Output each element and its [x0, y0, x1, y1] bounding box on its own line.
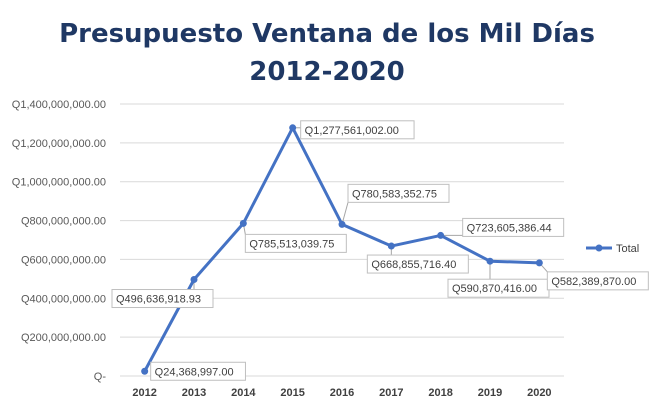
data-label-text: Q582,389,870.00 [551, 276, 636, 288]
data-label-text: Q496,636,918.93 [116, 294, 201, 306]
y-tick-label: Q200,000,000.00 [21, 332, 106, 344]
data-label-box [462, 217, 565, 237]
data-point-marker [239, 219, 247, 227]
data-label: Q785,513,039.75 [244, 233, 347, 253]
chart-title-line-1: Presupuesto Ventana de los Mil Días [59, 19, 595, 49]
x-tick-label: 2017 [379, 387, 403, 399]
series-total [141, 124, 543, 375]
data-label-text: Q723,605,386.44 [467, 222, 552, 234]
y-tick-label: Q1,400,000,000.00 [12, 99, 106, 111]
data-label-box [150, 361, 246, 381]
data-label-box [347, 183, 450, 203]
data-point-marker [535, 259, 543, 267]
data-label-box [300, 120, 415, 140]
data-label-text: Q785,513,039.75 [249, 238, 334, 250]
x-tick-label: 2020 [527, 387, 551, 399]
chart-title-line-2: 2012-2020 [249, 57, 405, 87]
data-point-marker [141, 367, 149, 375]
data-label-text: Q590,870,416.00 [452, 283, 537, 295]
x-tick-label: 2018 [428, 387, 452, 399]
x-tick-label: 2014 [231, 387, 256, 399]
data-point-marker [486, 257, 494, 265]
y-tick-label: Q600,000,000.00 [21, 254, 106, 266]
y-tick-label: Q400,000,000.00 [21, 293, 106, 305]
data-label-box [546, 271, 649, 291]
data-labels: Q24,368,997.00 Q496,636,918.93 Q785,513,03… [111, 120, 649, 381]
data-point-marker [289, 124, 297, 132]
data-label-box [244, 233, 347, 253]
legend: Total [586, 243, 639, 255]
x-tick-label: 2015 [280, 387, 304, 399]
x-tick-label: 2019 [478, 387, 502, 399]
data-label: Q1,277,561,002.00 [300, 120, 415, 140]
data-label: Q582,389,870.00 [546, 271, 649, 291]
data-label: Q590,870,416.00 [447, 278, 550, 298]
data-label: Q24,368,997.00 [150, 361, 246, 381]
y-tick-label: Q1,000,000,000.00 [12, 177, 106, 189]
legend-entry-total: Total [616, 243, 639, 255]
data-label-box [366, 254, 469, 274]
x-tick-label: 2012 [132, 387, 156, 399]
legend-swatch-marker [595, 244, 603, 252]
data-label-text: Q24,368,997.00 [155, 366, 234, 378]
data-label-box [111, 289, 214, 309]
data-point-marker [190, 276, 198, 284]
data-point-marker [437, 231, 445, 239]
y-axis-tick-labels: Q- Q200,000,000.00 Q400,000,000.00 Q600,000… [12, 99, 107, 383]
x-axis-tick-labels: 2012 2013 2014 2015 2016 2017 2018 2019 2020 [132, 387, 551, 399]
data-label-text: Q1,277,561,002.00 [305, 125, 399, 137]
data-label-text: Q780,583,352.75 [352, 188, 437, 200]
data-point-marker [387, 242, 395, 250]
x-tick-label: 2016 [330, 387, 354, 399]
y-tick-label: Q800,000,000.00 [21, 216, 106, 228]
data-label: Q496,636,918.93 [111, 289, 214, 309]
data-label-leader-line [341, 202, 349, 225]
data-point-marker [338, 220, 346, 228]
data-label-text: Q668,855,716.40 [371, 259, 456, 271]
data-label: Q723,605,386.44 [462, 217, 565, 237]
x-tick-label: 2013 [182, 387, 206, 399]
y-tick-label: Q- [94, 371, 107, 383]
y-tick-label: Q1,200,000,000.00 [12, 138, 106, 150]
data-label: Q780,583,352.75 [347, 183, 450, 203]
data-label: Q668,855,716.40 [366, 254, 469, 274]
